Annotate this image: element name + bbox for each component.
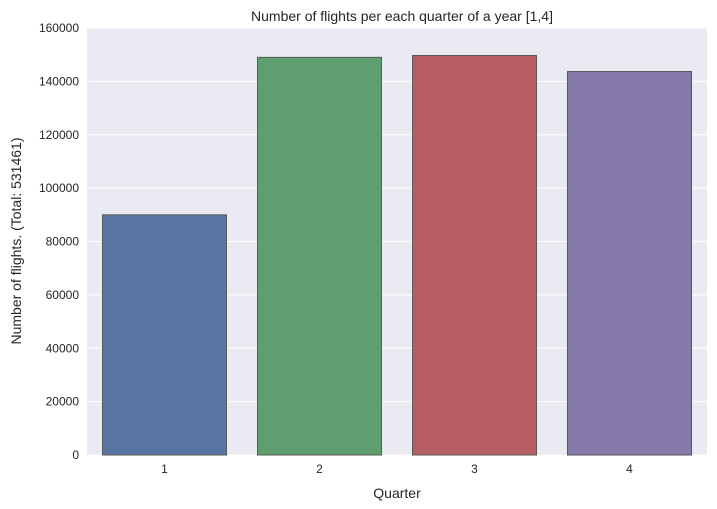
bar-quarter-3 [412, 54, 537, 456]
y-axis-ticks: 0 20000 40000 60000 80000 100000 120000 140000 1… [39, 21, 79, 462]
bar-quarter-2 [257, 56, 382, 456]
y-tick-label: 100000 [39, 181, 79, 195]
bar-quarter-4 [567, 71, 692, 456]
y-tick-label: 160000 [39, 21, 79, 35]
y-tick-label: 40000 [46, 341, 80, 355]
y-tick-label: 120000 [39, 128, 79, 142]
x-tick-label: 4 [626, 462, 633, 476]
y-tick-label: 60000 [46, 288, 80, 302]
y-tick-label: 0 [72, 448, 79, 462]
chart-title: Number of flights per each quarter of a … [251, 8, 553, 24]
y-tick-label: 20000 [46, 395, 80, 409]
y-tick-label: 140000 [39, 74, 79, 88]
x-axis-label: Quarter [373, 485, 421, 501]
x-tick-label: 1 [161, 462, 168, 476]
x-tick-label: 3 [471, 462, 478, 476]
x-tick-label: 2 [316, 462, 323, 476]
bar-quarter-1 [102, 214, 227, 456]
y-axis-label: Number of flights. (Total: 531461) [8, 138, 24, 345]
x-axis-ticks: 1 2 3 4 [161, 462, 633, 476]
y-tick-label: 80000 [46, 235, 80, 249]
bars [102, 54, 692, 456]
